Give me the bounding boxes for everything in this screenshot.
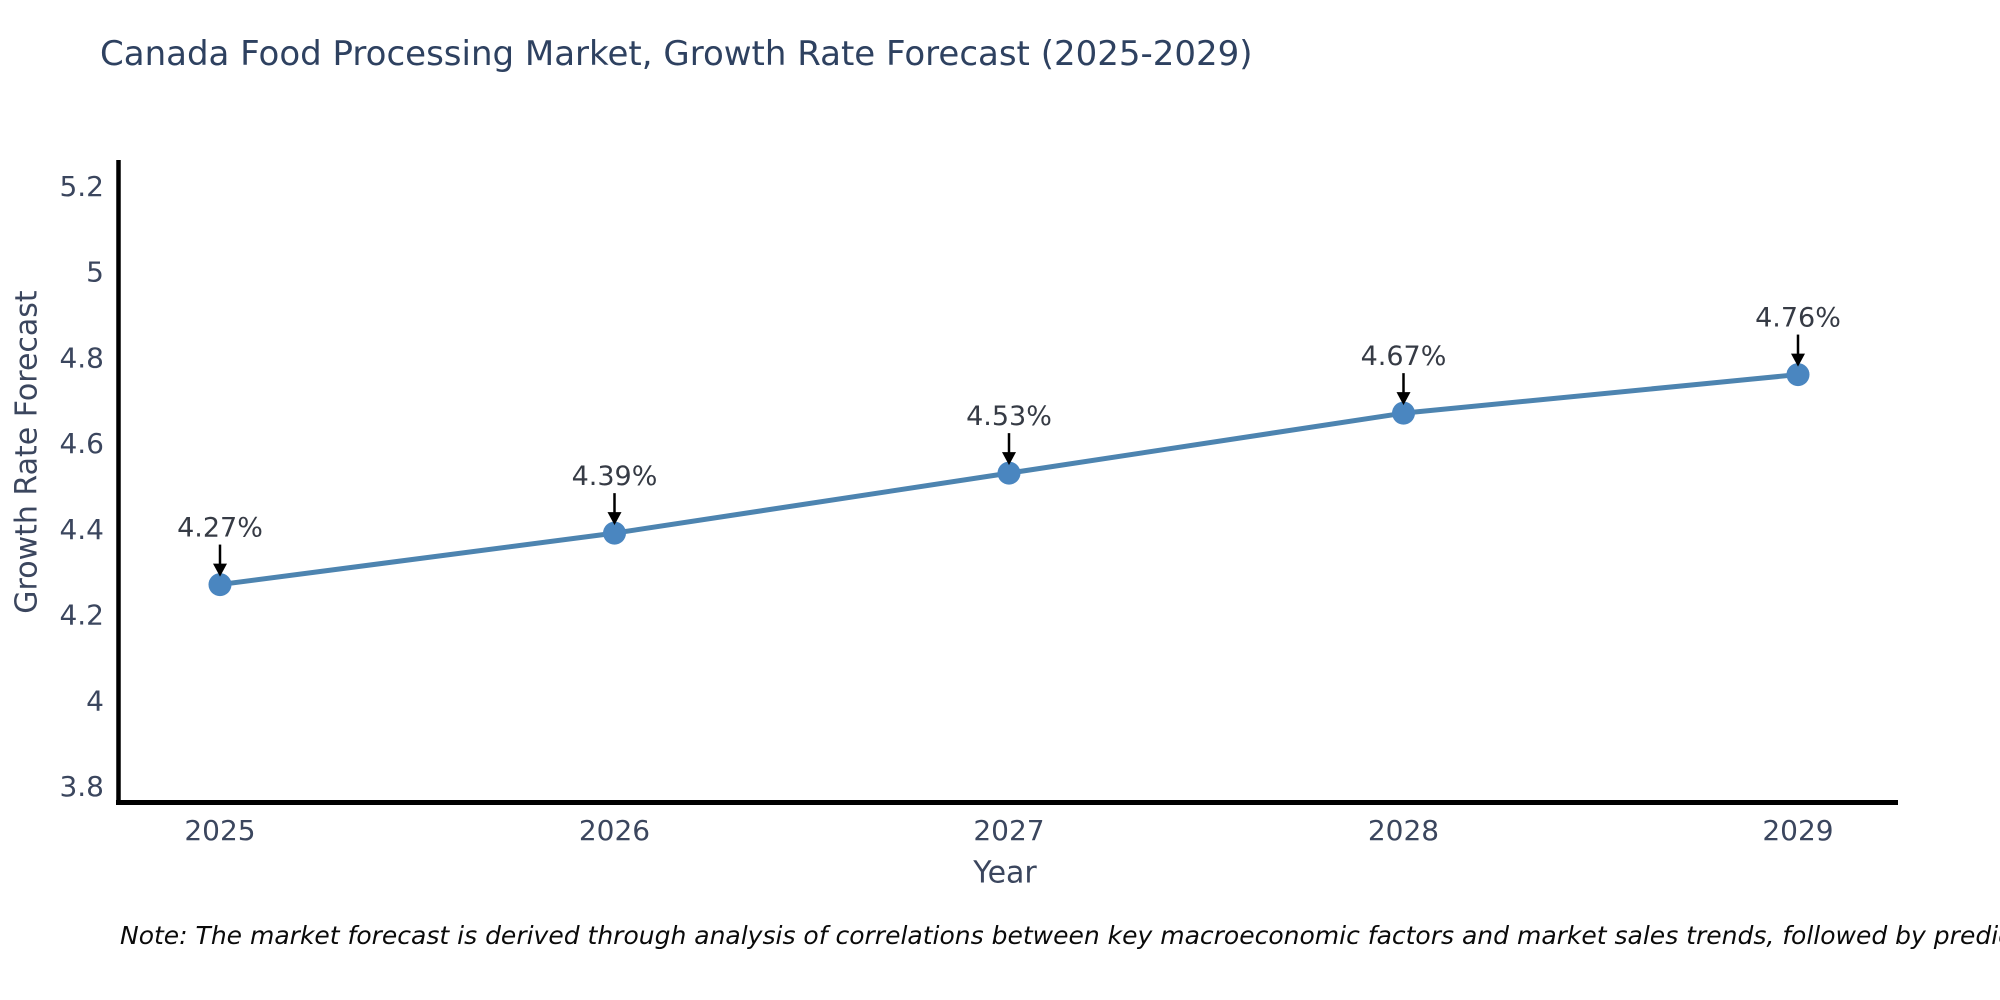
down-arrowhead-icon: [607, 512, 622, 526]
x-tick-labels: 2025 2026 2027 2028 2029: [184, 814, 1833, 847]
data-point-label: 4.39%: [572, 461, 658, 492]
y-tick-label: 4.4: [59, 513, 104, 546]
x-tick-label: 2025: [184, 814, 255, 847]
down-arrowhead-icon: [1396, 392, 1411, 406]
data-point-marker: [997, 461, 1021, 485]
data-point-marker: [1392, 401, 1415, 425]
down-arrowhead-icon: [1791, 353, 1805, 367]
y-tick-label: 4.2: [59, 599, 104, 632]
data-point-label: 4.27%: [177, 513, 263, 544]
y-tick-label: 5: [86, 256, 104, 289]
x-axis-title: Year: [973, 855, 1037, 891]
down-arrowhead-icon: [213, 563, 227, 577]
x-tick-label: 2026: [579, 814, 650, 847]
data-point-label: 4.67%: [1361, 341, 1447, 372]
x-tick-label: 2028: [1368, 814, 1439, 847]
y-tick-label: 4: [86, 684, 104, 717]
data-point-marker: [1786, 363, 1810, 387]
data-point-annotations: 4.27% 4.39% 4.53% 4.67% 4.76%: [177, 303, 1841, 577]
data-point-marker: [603, 521, 626, 545]
data-point-label: 4.53%: [966, 401, 1052, 432]
x-tick-label: 2029: [1762, 814, 1833, 847]
data-point-marker: [208, 573, 232, 597]
down-arrowhead-icon: [1002, 452, 1016, 466]
x-tick-label: 2027: [973, 814, 1044, 847]
footnote: Note: The market forecast is derived thr…: [120, 921, 2000, 950]
y-tick-labels: 3.8 4 4.2 4.4 4.6 4.8 5 5.2: [59, 170, 104, 803]
y-tick-label: 3.8: [59, 770, 104, 803]
data-point-markers: [208, 363, 1810, 597]
data-point-label: 4.76%: [1755, 303, 1841, 334]
y-tick-label: 5.2: [59, 170, 104, 203]
chart-title: Canada Food Processing Market, Growth Ra…: [100, 34, 1253, 74]
y-tick-label: 4.6: [59, 427, 104, 460]
y-tick-label: 4.8: [59, 341, 104, 374]
